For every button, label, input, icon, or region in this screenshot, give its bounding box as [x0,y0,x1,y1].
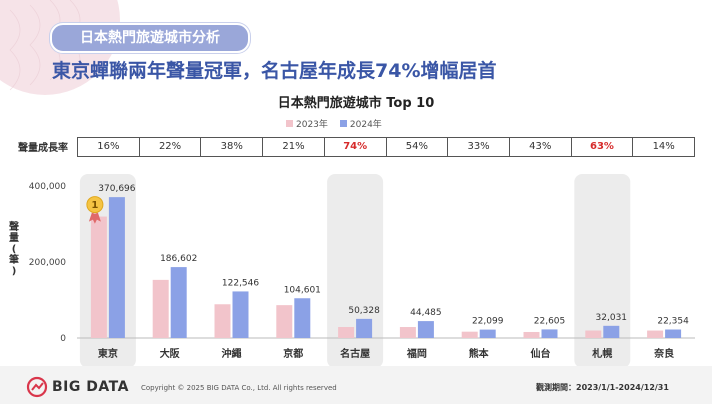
legend-item-2024: 2024年 [339,117,382,130]
category-label: 名古屋 [340,347,370,360]
category-label: 大阪 [160,347,181,360]
data-label: 50,328 [348,306,380,316]
bar-2023 [461,331,478,338]
brand-logo: BIG DATA [26,376,129,398]
data-label: 122,546 [222,278,259,288]
category-label: 京都 [283,347,303,360]
growth-cell: 21% [262,138,324,156]
growth-cell: 43% [508,138,571,156]
footer-bar [0,366,712,404]
bar-2024 [541,329,558,338]
bar-2024 [356,318,373,338]
category-label: 札幌 [591,347,612,360]
chart-legend: 2023年 2024年 [286,116,382,130]
data-label: 22,605 [534,316,566,326]
observation-period: 觀測期間：2023/1/1-2024/12/31 [536,383,669,392]
bar-2023 [152,279,169,338]
data-label: 186,602 [160,254,197,264]
legend-label-2023: 2023年 [296,119,328,130]
bar-2024 [108,197,125,338]
growth-cell: 14% [632,138,694,156]
growth-cell: 38% [200,138,262,156]
category-label: 沖繩 [222,347,242,360]
growth-cell: 16% [97,141,120,152]
bar-2023 [214,304,231,338]
data-label: 22,099 [472,317,504,327]
bar-2023 [338,327,355,338]
legend-item-2023: 2023年 [286,117,328,130]
y-axis-label: 聲 量 ( 筆 ) [6,222,22,277]
growth-rate-row: 16% 22% 38% 21% 74% 54% 33% 43% 63% 14% [77,137,695,157]
rank-ribbon-right [92,212,101,224]
bar-2024 [170,267,187,338]
category-label: 仙台 [531,347,551,360]
highlight-column [327,174,384,366]
bar-2024 [665,329,682,338]
bar-2023 [523,331,540,338]
y-tick-label: 0 [60,334,66,344]
bar-2024 [232,291,249,338]
bar-2023 [276,305,293,338]
brand-name: BIG DATA [52,379,129,395]
chart-title: 日本熱門旅遊城市 Top 10 [277,96,435,111]
bar-2024 [603,325,620,338]
data-label: 104,601 [284,285,321,295]
category-label: 福岡 [406,347,427,360]
legend-swatch-2023 [286,119,293,127]
section-title: 日本熱門旅遊城市分析 [50,23,250,53]
bar-2024 [417,321,434,338]
y-axis-label-text: 聲 量 ( 筆 ) [9,222,19,277]
data-label: 22,354 [657,317,689,327]
growth-cell: 63% [570,138,633,156]
growth-rate-label: 聲量成長率 [18,143,68,154]
legend-label-2024: 2024年 [349,119,382,130]
bar-2023 [647,330,664,338]
data-label: 32,031 [596,313,628,323]
bar-chart: 0 200,000 400,000 370,696 東京 186,602 大阪 122,546… [29,174,695,366]
bar-2023 [90,216,107,338]
highlight-column [574,174,631,366]
growth-cell: 54% [385,138,448,156]
category-label: 熊本 [469,347,490,360]
growth-cell: 33% [447,138,509,156]
y-tick-label: 200,000 [29,258,66,268]
y-tick-label: 400,000 [29,182,66,192]
data-label: 370,696 [98,184,135,194]
growth-cell: 74% [323,138,386,156]
growth-cell: 22% [138,138,201,156]
data-label: 44,485 [410,308,442,318]
legend-swatch-2024 [339,119,347,127]
bar-2023 [399,327,416,338]
bar-2024 [479,329,496,338]
bar-2024 [294,298,311,338]
category-label: 奈良 [653,347,674,360]
medal-icon [86,196,104,214]
copyright-text: Copyright © 2025 BIG DATA Co., Ltd. All … [141,384,337,392]
headline: 東京蟬聯兩年聲量冠軍，名古屋年成長74%增幅居首 [52,60,497,82]
rank-badge: 1 [91,200,98,211]
category-label: 東京 [98,347,118,360]
brand-logo-icon [26,376,48,398]
bar-2023 [585,330,602,338]
